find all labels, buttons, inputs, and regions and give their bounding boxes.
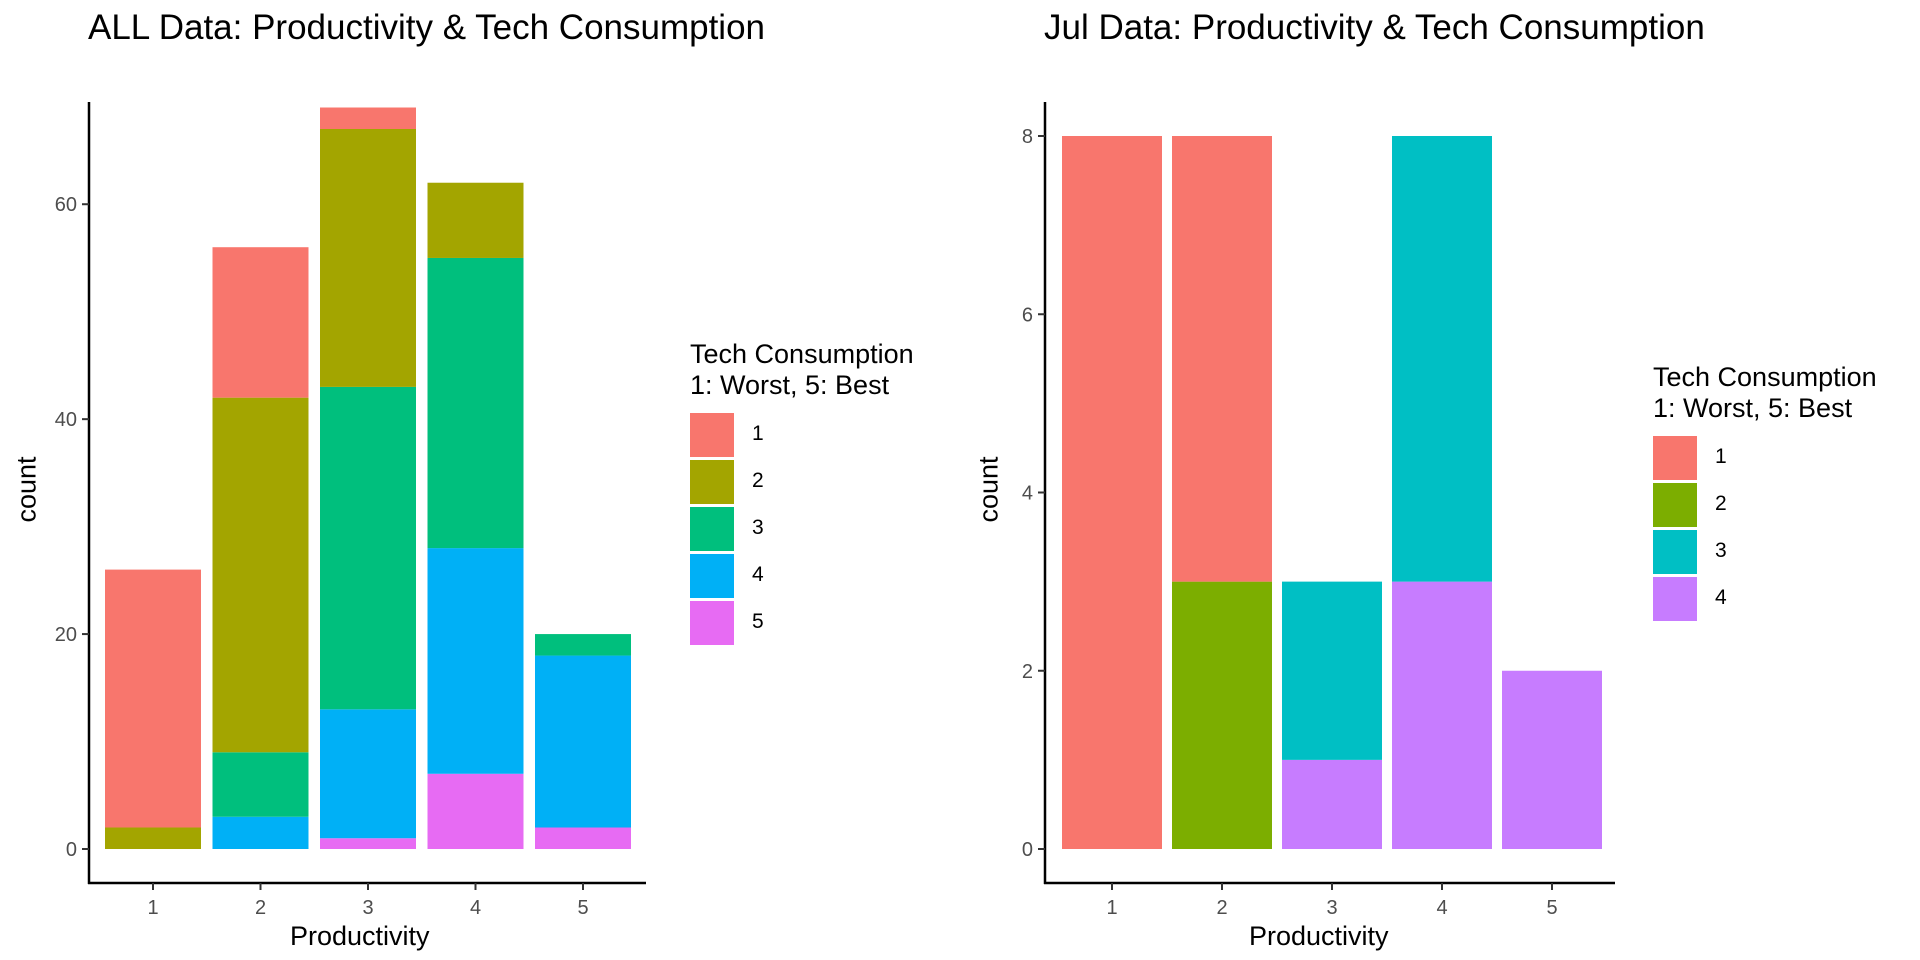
x-tick-label: 1 [1106,897,1117,919]
bars [105,107,631,849]
bar-segment-p3-t3 [1282,581,1382,760]
legend-label: 1 [752,422,764,445]
bar-segment-p5-t4 [1502,670,1602,849]
legend-title-line1: Tech Consumption [690,339,914,369]
x-tick-label: 1 [147,897,158,919]
legend-swatch [1653,483,1697,527]
y-tick-label: 60 [55,194,77,216]
y-tick-label: 40 [55,409,77,431]
y-tick-label: 20 [55,624,77,646]
plot-area: 0 20 40 60 1 2 3 4 5 [55,102,646,919]
legend-title-line1: Tech Consumption [1653,362,1877,392]
bar-segment-p2-t1 [1172,136,1272,582]
bar-segment-p2-t2 [1172,581,1272,849]
y-tick-label: 8 [1022,126,1033,148]
bar-segment-p4-t5 [427,773,524,849]
bar-segment-p3-t1 [320,107,416,129]
bar-segment-p4-t2 [427,182,524,258]
chart-panel-jul: Jul Data: Productivity & Tech Consumptio… [960,0,1920,960]
x-tick-label: 2 [1216,897,1227,919]
legend-title: Tech Consumption 1: Worst, 5: Best [690,339,914,401]
bar-segment-p3-t4 [1282,759,1382,849]
bar-segment-p3-t3 [320,386,416,710]
legend-label: 4 [752,563,764,586]
bar-segment-p1-t1 [105,569,201,828]
x-tick-label: 4 [1436,897,1447,919]
legend-swatch [1653,577,1697,621]
legend-swatch [690,460,734,504]
chart-title: Jul Data: Productivity & Tech Consumptio… [1044,8,1705,47]
x-tick-label: 5 [1546,897,1557,919]
x-axis-label: Productivity [1249,921,1389,951]
legend-title-line2: 1: Worst, 5: Best [690,370,890,400]
y-tick-label: 6 [1022,304,1033,326]
y-tick-label: 2 [1022,661,1033,683]
bar-segment-p3-t4 [320,709,416,839]
bars [1062,136,1602,849]
x-tick-label: 3 [362,897,373,919]
bar-segment-p1-t2 [105,827,201,849]
legend-swatch [1653,530,1697,574]
legend-label: 2 [752,469,764,492]
x-axis-label: Productivity [290,921,430,951]
bar-segment-p4-t4 [1392,581,1492,849]
legend-swatch [690,507,734,551]
bar-segment-p2-t1 [212,247,309,398]
bar-segment-p4-t3 [427,257,524,549]
legend-title-line2: 1: Worst, 5: Best [1653,393,1853,423]
y-tick-label: 4 [1022,483,1033,505]
bar-segment-p5-t4 [535,655,631,828]
x-tick-label: 4 [470,897,481,919]
chart-title: ALL Data: Productivity & Tech Consumptio… [88,8,766,47]
legend-swatch [690,413,734,457]
bar-segment-p2-t4 [212,816,309,849]
legend-swatch [1653,436,1697,480]
legend-swatch [690,554,734,598]
legend-swatch [690,601,734,645]
bar-segment-p3-t5 [320,838,416,849]
legend-label: 3 [752,516,764,539]
x-tick-label: 5 [577,897,588,919]
chart-panel-all: ALL Data: Productivity & Tech Consumptio… [12,8,914,951]
bar-segment-p4-t4 [427,548,524,774]
legend-label: 3 [1715,539,1727,562]
legend-label: 4 [1715,586,1727,609]
bar-segment-p2-t3 [212,752,309,817]
plot-area: 0 2 4 6 8 1 2 3 4 5 [1022,102,1615,919]
bar-segment-p5-t5 [535,827,631,849]
legend-label: 2 [1715,492,1727,515]
legend-label: 5 [752,610,764,633]
bar-segment-p3-t2 [320,129,416,387]
y-tick-label: 0 [66,839,77,861]
bar-segment-p4-t3 [1392,136,1492,582]
y-tick-label: 0 [1022,839,1033,861]
x-tick-label: 2 [255,897,266,919]
legend-title: Tech Consumption 1: Worst, 5: Best [1653,362,1877,424]
bar-segment-p5-t3 [535,634,631,656]
x-tick-label: 3 [1326,897,1337,919]
bar-segment-p2-t2 [212,397,309,753]
legend-label: 1 [1715,445,1727,468]
bar-segment-p1-t1 [1062,136,1162,849]
